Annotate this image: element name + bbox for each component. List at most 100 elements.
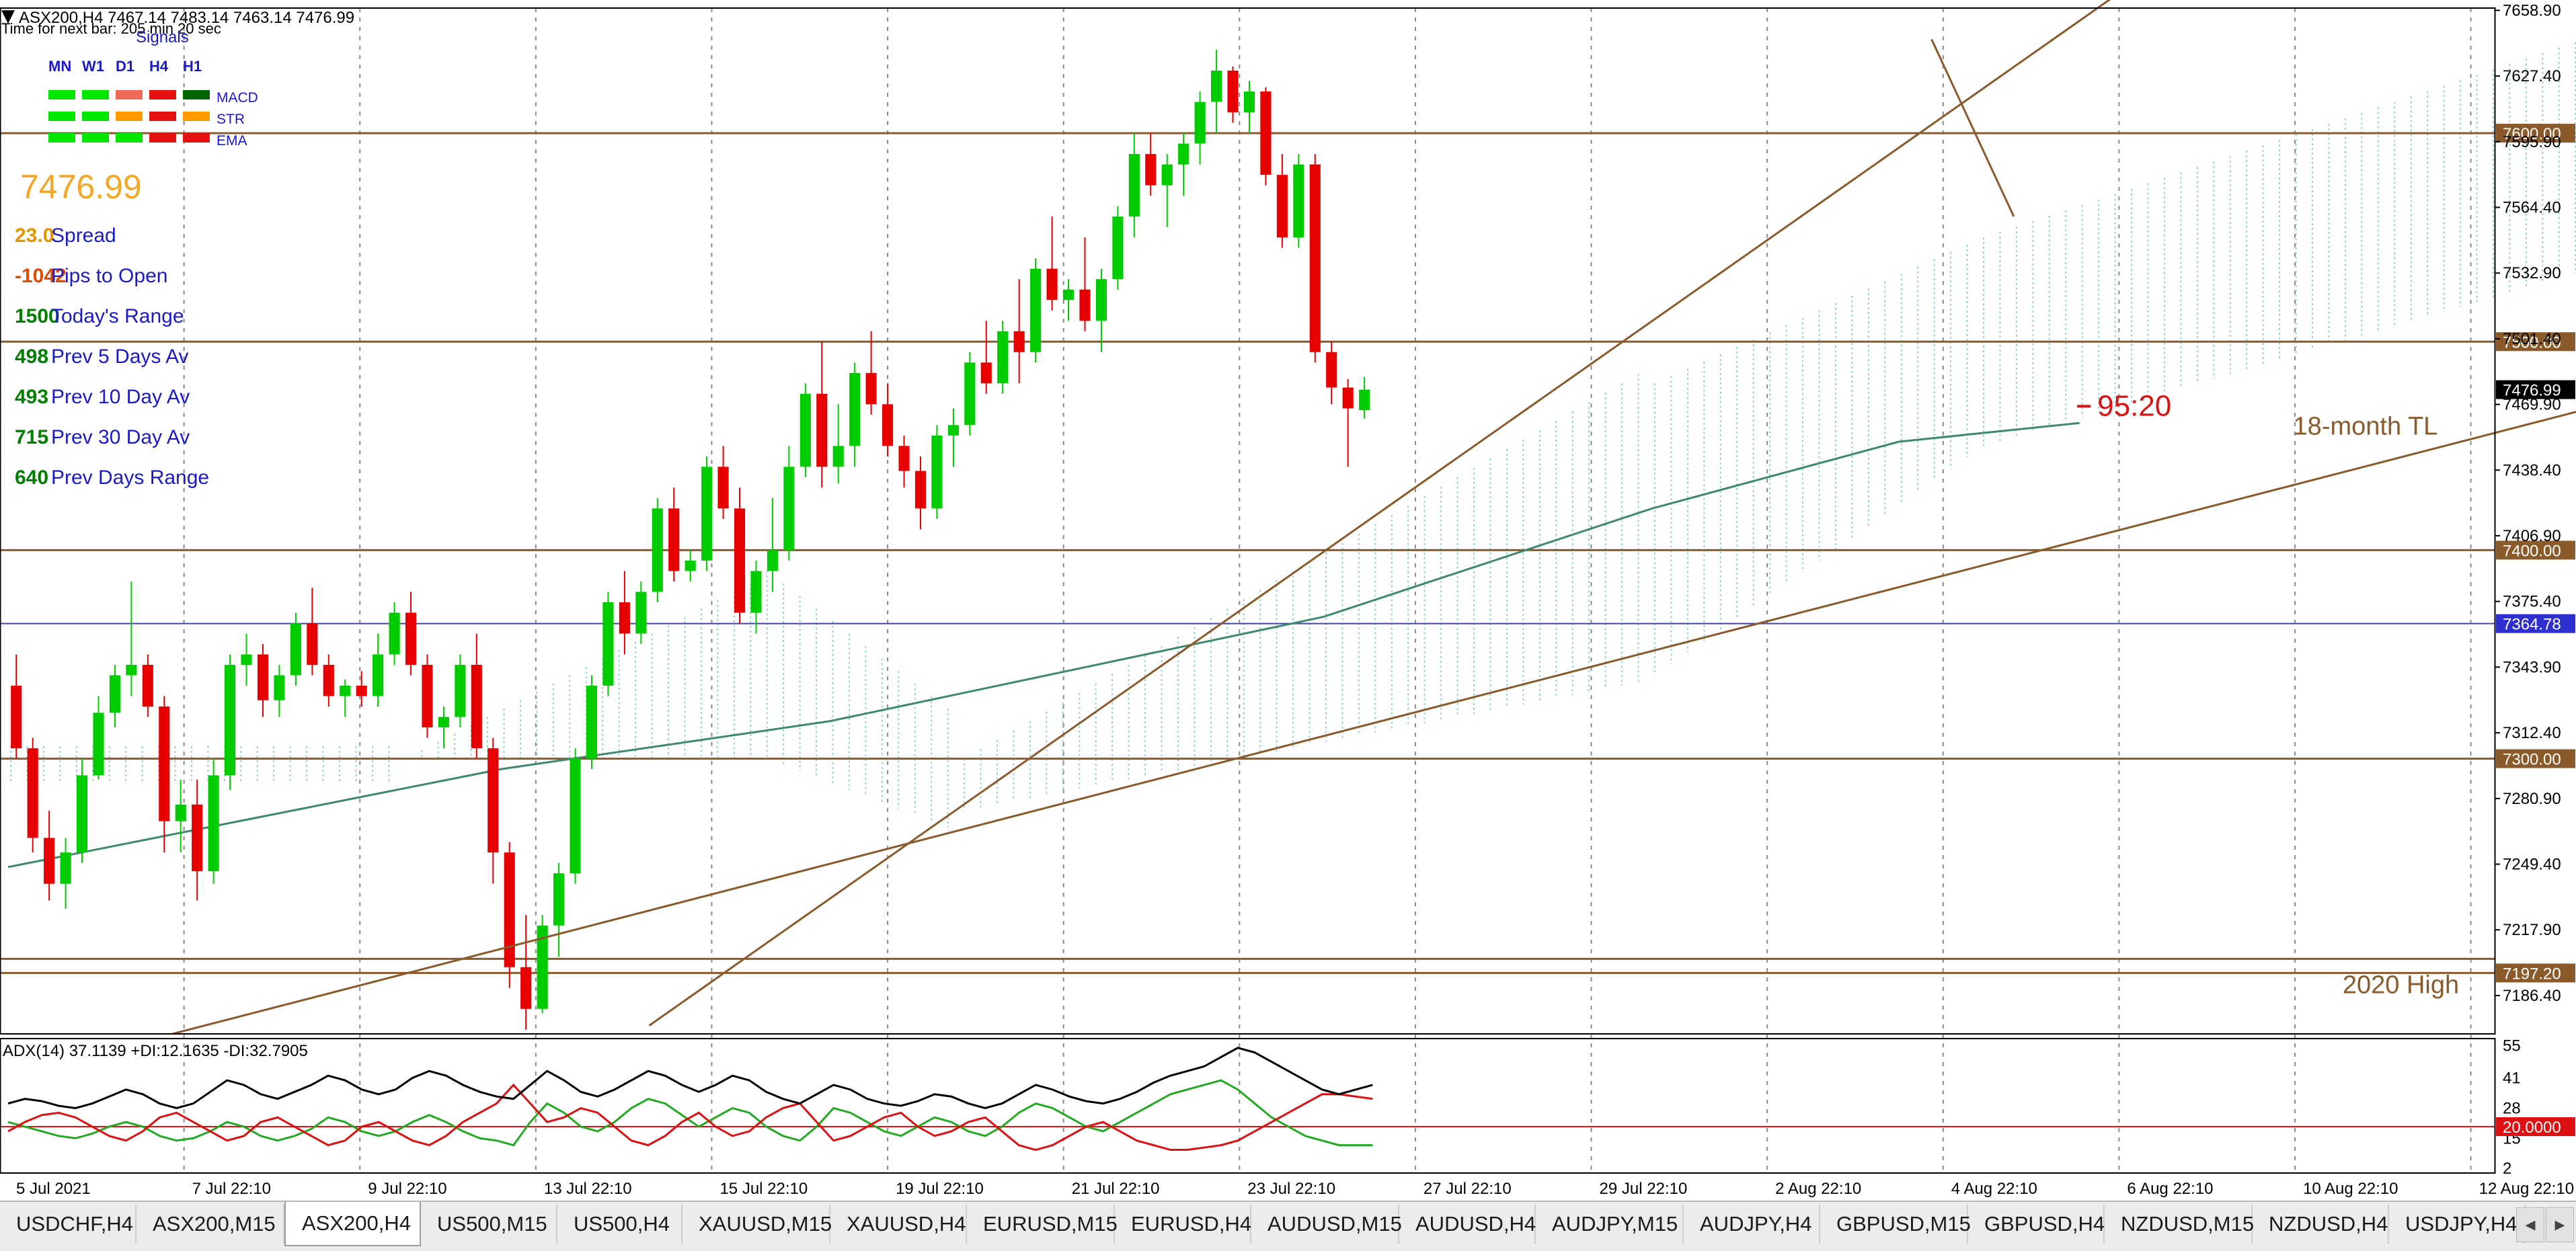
signal-cell	[82, 133, 109, 143]
x-tick-label: 10 Aug 22:10	[2303, 1180, 2398, 1198]
candle-body	[1310, 165, 1321, 352]
candle-body	[143, 665, 153, 707]
candle-body	[1326, 352, 1337, 388]
y-tick-label: 7438.40	[2503, 461, 2561, 479]
info-label: Spread	[51, 225, 116, 247]
candle-body	[915, 471, 926, 509]
candle-body	[652, 508, 663, 592]
candle	[208, 759, 219, 884]
candle-body	[849, 373, 860, 446]
signal-cell	[183, 90, 210, 99]
candle-body	[93, 713, 104, 775]
candle-body	[833, 446, 844, 467]
y-tick-label: 7501.40	[2503, 330, 2561, 348]
candle-body	[307, 623, 317, 665]
candle	[28, 738, 38, 853]
tab-nzdusd-m15[interactable]: NZDUSD,M15	[2105, 1205, 2253, 1244]
signal-cell	[82, 112, 109, 121]
info-label: Prev Days Range	[51, 467, 209, 489]
tab-audusd-h4[interactable]: AUDUSD,H4	[1399, 1205, 1536, 1244]
candle-body	[159, 707, 169, 821]
candle-body	[1178, 144, 1189, 165]
signal-cell	[116, 133, 143, 143]
candle-body	[44, 838, 54, 883]
tab-audjpy-m15[interactable]: AUDJPY,M15	[1536, 1205, 1684, 1244]
info-label: Prev 10 Day Av	[51, 386, 190, 408]
candle-body	[110, 676, 120, 713]
candle	[570, 748, 580, 884]
tab-eurusd-m15[interactable]: EURUSD,M15	[967, 1205, 1115, 1244]
candle-body	[997, 331, 1008, 384]
candle-body	[767, 550, 778, 571]
candle-body	[225, 665, 235, 775]
tab-audjpy-h4[interactable]: AUDJPY,H4	[1684, 1205, 1820, 1244]
candle-body	[28, 748, 38, 838]
signal-timeframe: H4	[149, 58, 169, 75]
candle-body	[274, 676, 284, 700]
candle-body	[422, 665, 432, 727]
candle	[602, 592, 613, 696]
x-tick-label: 21 Jul 22:10	[1072, 1180, 1160, 1198]
candle-body	[126, 665, 136, 676]
tab-usdchf-h4[interactable]: USDCHF,H4	[0, 1205, 136, 1244]
candle-body	[208, 775, 219, 871]
candle-body	[931, 436, 942, 509]
y-tick-label: 7343.90	[2503, 658, 2561, 676]
level-label: 7364.78	[2503, 616, 2561, 634]
tab-xauusd-m15[interactable]: XAUUSD,M15	[682, 1205, 830, 1244]
candle-body	[77, 775, 87, 852]
tab-audusd-m15[interactable]: AUDUSD,M15	[1251, 1205, 1399, 1244]
candle-body	[964, 362, 975, 425]
candle-body	[192, 805, 202, 871]
candle-body	[520, 967, 531, 1009]
tab-nzdusd-h4[interactable]: NZDUSD,H4	[2253, 1205, 2389, 1244]
adx-y-tick-label: 55	[2503, 1037, 2521, 1055]
tab-asx200-m15[interactable]: ASX200,M15	[136, 1205, 284, 1244]
tab-scroll-right-icon[interactable]: ▸	[2546, 1207, 2574, 1242]
candle-body	[356, 686, 367, 696]
candle-body	[1211, 71, 1222, 102]
candle-body	[619, 602, 630, 634]
candle	[1260, 87, 1271, 186]
y-tick-label: 7658.90	[2503, 1, 2561, 19]
x-tick-label: 27 Jul 22:10	[1423, 1180, 1512, 1198]
annotation-label: 2020 High	[2343, 971, 2459, 1000]
candle	[800, 383, 811, 477]
adx-y-tick-label: 41	[2503, 1070, 2521, 1088]
tab-us500-h4[interactable]: US500,H4	[557, 1205, 682, 1244]
info-label: Pips to Open	[51, 265, 167, 287]
candle-body	[438, 717, 449, 728]
info-label: Prev 5 Days Av	[51, 346, 189, 368]
chart-canvas[interactable]: 7600.007500.007400.007364.787300.007197.…	[0, 0, 2576, 1201]
tab-scroll-left-icon[interactable]: ◂	[2516, 1207, 2544, 1242]
tab-gbpusd-m15[interactable]: GBPUSD,M15	[1820, 1205, 1968, 1244]
candle-body	[553, 873, 564, 926]
candle	[586, 676, 597, 770]
candle-body	[1096, 279, 1107, 321]
tab-asx200-h4[interactable]: ASX200,H4	[284, 1202, 421, 1246]
tab-usdjpy-h4[interactable]: USDJPY,H4	[2389, 1205, 2526, 1244]
candle-body	[373, 655, 383, 696]
x-tick-label: 29 Jul 22:10	[1600, 1180, 1688, 1198]
candle-body	[323, 665, 334, 696]
annotation-label: 95:20	[2097, 389, 2171, 422]
tab-gbpusd-h4[interactable]: GBPUSD,H4	[1968, 1205, 2105, 1244]
signals-title: Signals	[136, 28, 189, 46]
candle	[652, 498, 663, 602]
candle-body	[948, 425, 959, 436]
info-value: 640	[15, 467, 48, 489]
tab-us500-m15[interactable]: US500,M15	[421, 1205, 557, 1244]
candle-body	[898, 446, 909, 471]
candle-body	[685, 561, 696, 571]
tab-xauusd-h4[interactable]: XAUUSD,H4	[830, 1205, 967, 1244]
candle-body	[800, 394, 811, 467]
y-tick-label: 7627.40	[2503, 67, 2561, 85]
signal-row-label: STR	[217, 112, 245, 127]
signal-timeframe: W1	[82, 58, 104, 75]
y-tick-label: 7595.90	[2503, 133, 2561, 151]
tab-eurusd-h4[interactable]: EURUSD,H4	[1115, 1205, 1251, 1244]
candle-body	[718, 467, 729, 508]
candle-body	[1227, 71, 1238, 112]
signal-row-label: MACD	[217, 90, 258, 106]
candle-body	[1079, 290, 1090, 321]
